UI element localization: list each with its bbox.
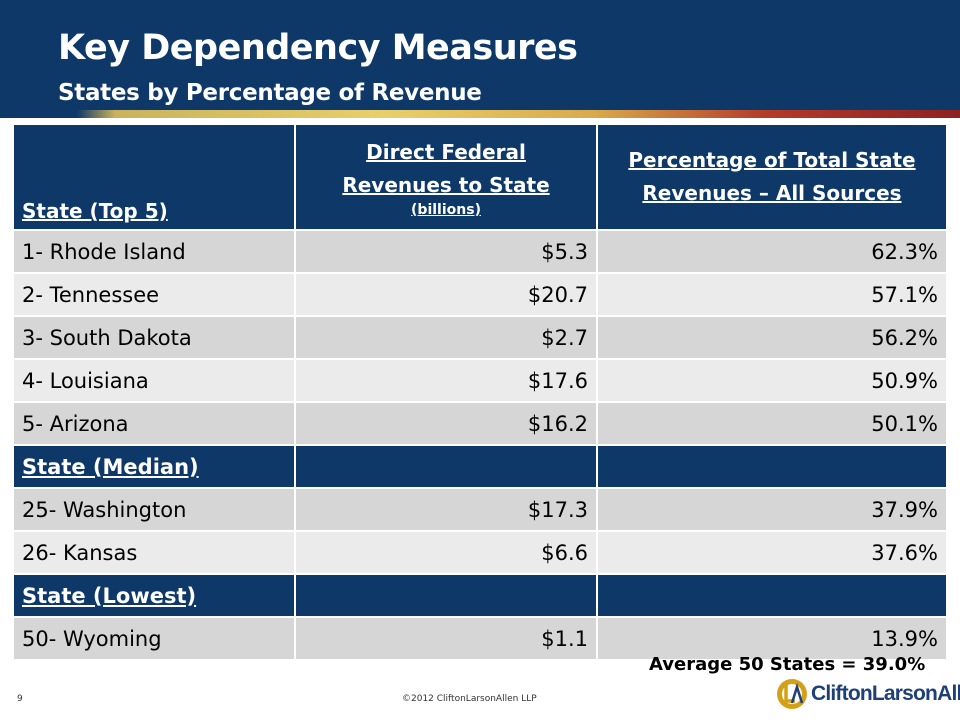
state-cell: 3- South Dakota: [12, 315, 296, 360]
logo-mark-icon: [777, 679, 807, 709]
federal-cell: $1.1: [294, 616, 598, 661]
table-row: 1- Rhode Island $5.3 62.3%: [12, 229, 948, 274]
federal-cell: $2.7: [294, 315, 598, 360]
header-federal-line2: Revenues to State: [342, 173, 550, 197]
table-row: 26- Kansas $6.6 37.6%: [12, 530, 948, 575]
federal-cell: $17.3: [294, 487, 598, 532]
state-cell: 26- Kansas: [12, 530, 296, 575]
accent-stripe: [0, 110, 960, 118]
pct-cell: 50.9%: [596, 358, 948, 403]
pct-cell: 37.9%: [596, 487, 948, 532]
table-header-row: State (Top 5) Direct Federal Revenues to…: [12, 123, 948, 231]
table-row: 2- Tennessee $20.7 57.1%: [12, 272, 948, 317]
header-percentage-line2: Revenues – All Sources: [642, 181, 902, 205]
section-label-median: State (Median): [12, 444, 296, 489]
table-row: 4- Louisiana $17.6 50.9%: [12, 358, 948, 403]
slide-title: Key Dependency Measures: [58, 28, 578, 68]
section-label-lowest: State (Lowest): [12, 573, 296, 618]
state-cell: 4- Louisiana: [12, 358, 296, 403]
title-banner: [0, 0, 960, 114]
table-row: 3- South Dakota $2.7 56.2%: [12, 315, 948, 360]
state-cell: 1- Rhode Island: [12, 229, 296, 274]
section-row-lowest: State (Lowest): [12, 573, 948, 618]
state-cell: 2- Tennessee: [12, 272, 296, 317]
average-note: Average 50 States = 39.0%: [649, 654, 926, 675]
federal-cell: $5.3: [294, 229, 598, 274]
state-cell: 5- Arizona: [12, 401, 296, 446]
pct-cell: 50.1%: [596, 401, 948, 446]
pct-cell: 13.9%: [596, 616, 948, 661]
logo-wordmark: CliftonLarsonAllen: [811, 682, 960, 705]
copyright-notice: ©2012 CliftonLarsonAllen LLP: [402, 694, 537, 704]
slide-subtitle: States by Percentage of Revenue: [58, 80, 482, 106]
section-empty-cell: [596, 444, 948, 489]
header-federal-line1: Direct Federal: [366, 140, 526, 164]
pct-cell: 57.1%: [596, 272, 948, 317]
pct-cell: 62.3%: [596, 229, 948, 274]
table-row: 25- Washington $17.3 37.9%: [12, 487, 948, 532]
header-federal-unit: (billions): [411, 202, 481, 218]
header-percentage: Percentage of Total State Revenues – All…: [596, 123, 948, 231]
pct-cell: 56.2%: [596, 315, 948, 360]
state-cell: 25- Washington: [12, 487, 296, 532]
page-number: 9: [17, 694, 23, 704]
table-row: 5- Arizona $16.2 50.1%: [12, 401, 948, 446]
federal-cell: $6.6: [294, 530, 598, 575]
pct-cell: 37.6%: [596, 530, 948, 575]
header-percentage-line1: Percentage of Total State: [628, 148, 916, 172]
state-cell: 50- Wyoming: [12, 616, 296, 661]
section-empty-cell: [294, 573, 598, 618]
dependency-table: State (Top 5) Direct Federal Revenues to…: [12, 123, 948, 661]
federal-cell: $20.7: [294, 272, 598, 317]
section-row-median: State (Median): [12, 444, 948, 489]
section-empty-cell: [294, 444, 598, 489]
table-row: 50- Wyoming $1.1 13.9%: [12, 616, 948, 661]
section-empty-cell: [596, 573, 948, 618]
header-state: State (Top 5): [12, 123, 296, 231]
federal-cell: $16.2: [294, 401, 598, 446]
company-logo: CliftonLarsonAllen: [775, 677, 960, 711]
federal-cell: $17.6: [294, 358, 598, 403]
header-federal-revenues: Direct Federal Revenues to State (billio…: [294, 123, 598, 231]
